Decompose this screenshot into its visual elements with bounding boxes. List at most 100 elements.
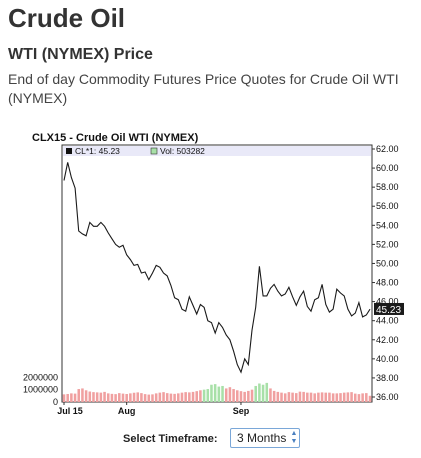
volume-tick-label: 1000000 [23,385,58,395]
volume-bar [294,393,298,402]
chart-title: CLX15 - Crude Oil WTI (NYMEX) [32,132,199,144]
volume-bar [92,392,95,402]
volume-bar [121,393,125,402]
volume-bar [331,393,335,402]
page-description: End of day Commodity Futures Price Quote… [8,71,399,106]
volume-bar [180,392,184,402]
volume-bar [250,389,254,402]
y-tick-label: 36.00 [376,392,399,402]
volume-bar [66,393,69,402]
volume-bar [81,388,84,402]
volume-bar [118,393,121,402]
volume-bar [357,394,361,402]
volume-bar [254,385,257,402]
volume-bar [309,392,313,402]
y-tick-label: 40.00 [376,354,399,364]
volume-bar [88,391,92,402]
y-tick-label: 44.00 [376,316,399,326]
volume-bar [140,393,143,402]
x-tick-label: Sep [233,406,250,416]
current-price-tag [374,302,404,315]
volume-bar [302,391,305,402]
volume-bar [328,392,331,402]
y-tick-label: 42.00 [376,335,399,345]
volume-bar [129,393,132,402]
volume-bar [158,392,162,402]
legend-price-label: CL*1: 45.23 [75,146,120,156]
page-subtitle: WTI (NYMEX) Price [8,46,153,63]
volume-bar [114,394,117,402]
volume-bar [169,393,173,402]
current-price-label: 45.23 [376,305,401,316]
volume-bar [228,387,232,402]
volume-bar [350,392,353,402]
volume-bar [346,392,350,402]
volume-bar [70,393,73,402]
y-tick-label: 60.00 [376,163,399,173]
volume-bar [239,391,243,402]
volume-bar [335,393,339,402]
volume-bar [213,384,217,402]
volume-bar [206,389,210,402]
volume-bar [95,392,99,402]
volume-bar [320,392,324,402]
y-tick-label: 58.00 [376,182,399,192]
volume-bar [298,391,302,402]
volume-bar [217,386,221,402]
y-tick-label: 54.00 [376,220,399,230]
volume-bar [84,390,88,402]
volume-bar [132,392,136,402]
y-tick-label: 46.00 [376,297,399,307]
timeframe-label: Select Timeframe: [123,433,218,445]
legend-price-marker [66,148,72,154]
volume-bar [77,389,81,402]
y-tick-label: 50.00 [376,258,399,268]
volume-bar [342,392,346,402]
volume-bar [232,389,235,402]
volume-bar [324,392,328,402]
x-tick-label: Aug [118,406,136,416]
volume-bar [110,393,114,402]
x-tick-label: Jul 15 [57,406,83,416]
volume-bar [317,392,320,402]
volume-bar [177,393,180,402]
volume-bar [243,391,246,402]
select-arrows-icon: ▲ ▼ [290,430,298,445]
volume-bar [106,393,110,402]
volume-bar [287,392,291,402]
volume-bar [269,388,272,402]
volume-bar [151,394,154,402]
volume-bar [147,394,151,402]
timeframe-select[interactable]: 3 Months ▲ ▼ [230,428,300,448]
volume-bar [188,392,191,402]
page-title: Crude Oil [8,3,126,33]
volume-tick-label: 2000000 [23,372,58,382]
volume-bar [283,393,287,402]
volume-bar [143,394,147,402]
legend-volume-label: Vol: 503282 [160,146,205,156]
volume-bar [339,393,342,402]
volume-bar [224,388,228,402]
volume-bar [162,392,165,402]
volume-bar [73,393,77,402]
legend-band [63,146,371,156]
volume-bar [368,395,372,402]
volume-bar [62,394,66,402]
volume-bar [199,390,202,402]
volume-bar [361,393,364,402]
timeframe-value: 3 Months [237,431,287,445]
volume-bar [184,392,187,402]
volume-bar [202,389,206,402]
price-series-line [63,162,371,374]
volume-bar [306,392,309,402]
volume-bar [280,392,283,402]
volume-bar [261,384,265,402]
volume-bar [154,393,158,402]
volume-bar [353,393,357,402]
volume-bar [173,393,176,402]
volume-bar [99,392,103,402]
plot-area [61,144,373,403]
volume-bar [195,391,198,402]
y-tick-label: 52.00 [376,239,399,249]
